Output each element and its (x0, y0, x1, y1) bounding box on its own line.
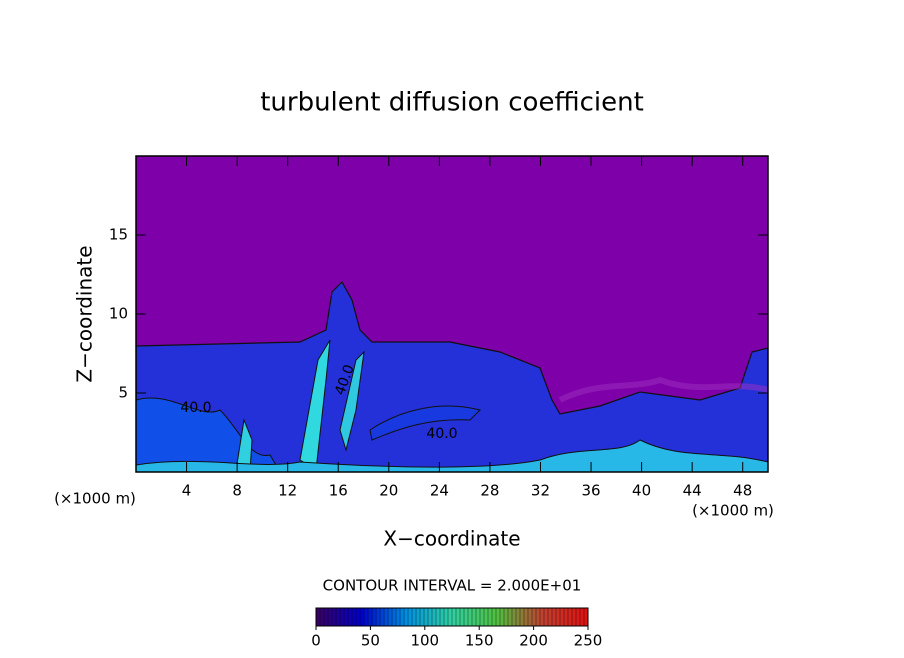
field-region (136, 439, 768, 472)
contour-label: 40.0 (180, 400, 211, 416)
field-region (136, 281, 768, 472)
field-contour (369, 405, 481, 441)
x-tick-label: 4 (182, 482, 192, 500)
y-axis-label: Z−coordinate (73, 245, 97, 382)
y-tick-label: 5 (118, 384, 128, 402)
colorbar-tick-label: 0 (311, 632, 321, 650)
x-tick-label: 32 (531, 482, 550, 500)
x-tick-label: 28 (480, 482, 499, 500)
x-tick-label: 44 (683, 482, 702, 500)
colorbar-tick-label: 50 (361, 632, 380, 650)
x-tick-label: 16 (329, 482, 348, 500)
x-tick-label: 24 (430, 482, 449, 500)
colorbar-tick-label: 100 (410, 632, 439, 650)
x-tick-label: 40 (632, 482, 651, 500)
field-noise (558, 376, 768, 403)
x-tick-label: 8 (232, 482, 242, 500)
colorbar-tick-label: 250 (574, 632, 603, 650)
contour-interval: CONTOUR INTERVAL = 2.000E+01 (323, 577, 582, 595)
x-unit-right: (×1000 m) (692, 502, 774, 520)
x-tick-label: 48 (733, 482, 752, 500)
y-tick-label: 15 (109, 226, 128, 244)
colorbar-tick-label: 200 (519, 632, 548, 650)
field (136, 156, 768, 472)
field-streak (339, 350, 365, 452)
x-axis-label: X−coordinate (383, 527, 520, 551)
contour-label: 40.0 (426, 426, 457, 442)
x-tick-label: 36 (581, 482, 600, 500)
x-tick-label: 12 (278, 482, 297, 500)
x-unit-left: (×1000 m) (54, 490, 136, 508)
y-tick-label: 10 (109, 305, 128, 323)
chart-title: turbulent diffusion coefficient (260, 88, 644, 118)
colorbar-tick-label: 150 (465, 632, 494, 650)
x-tick-label: 20 (379, 482, 398, 500)
